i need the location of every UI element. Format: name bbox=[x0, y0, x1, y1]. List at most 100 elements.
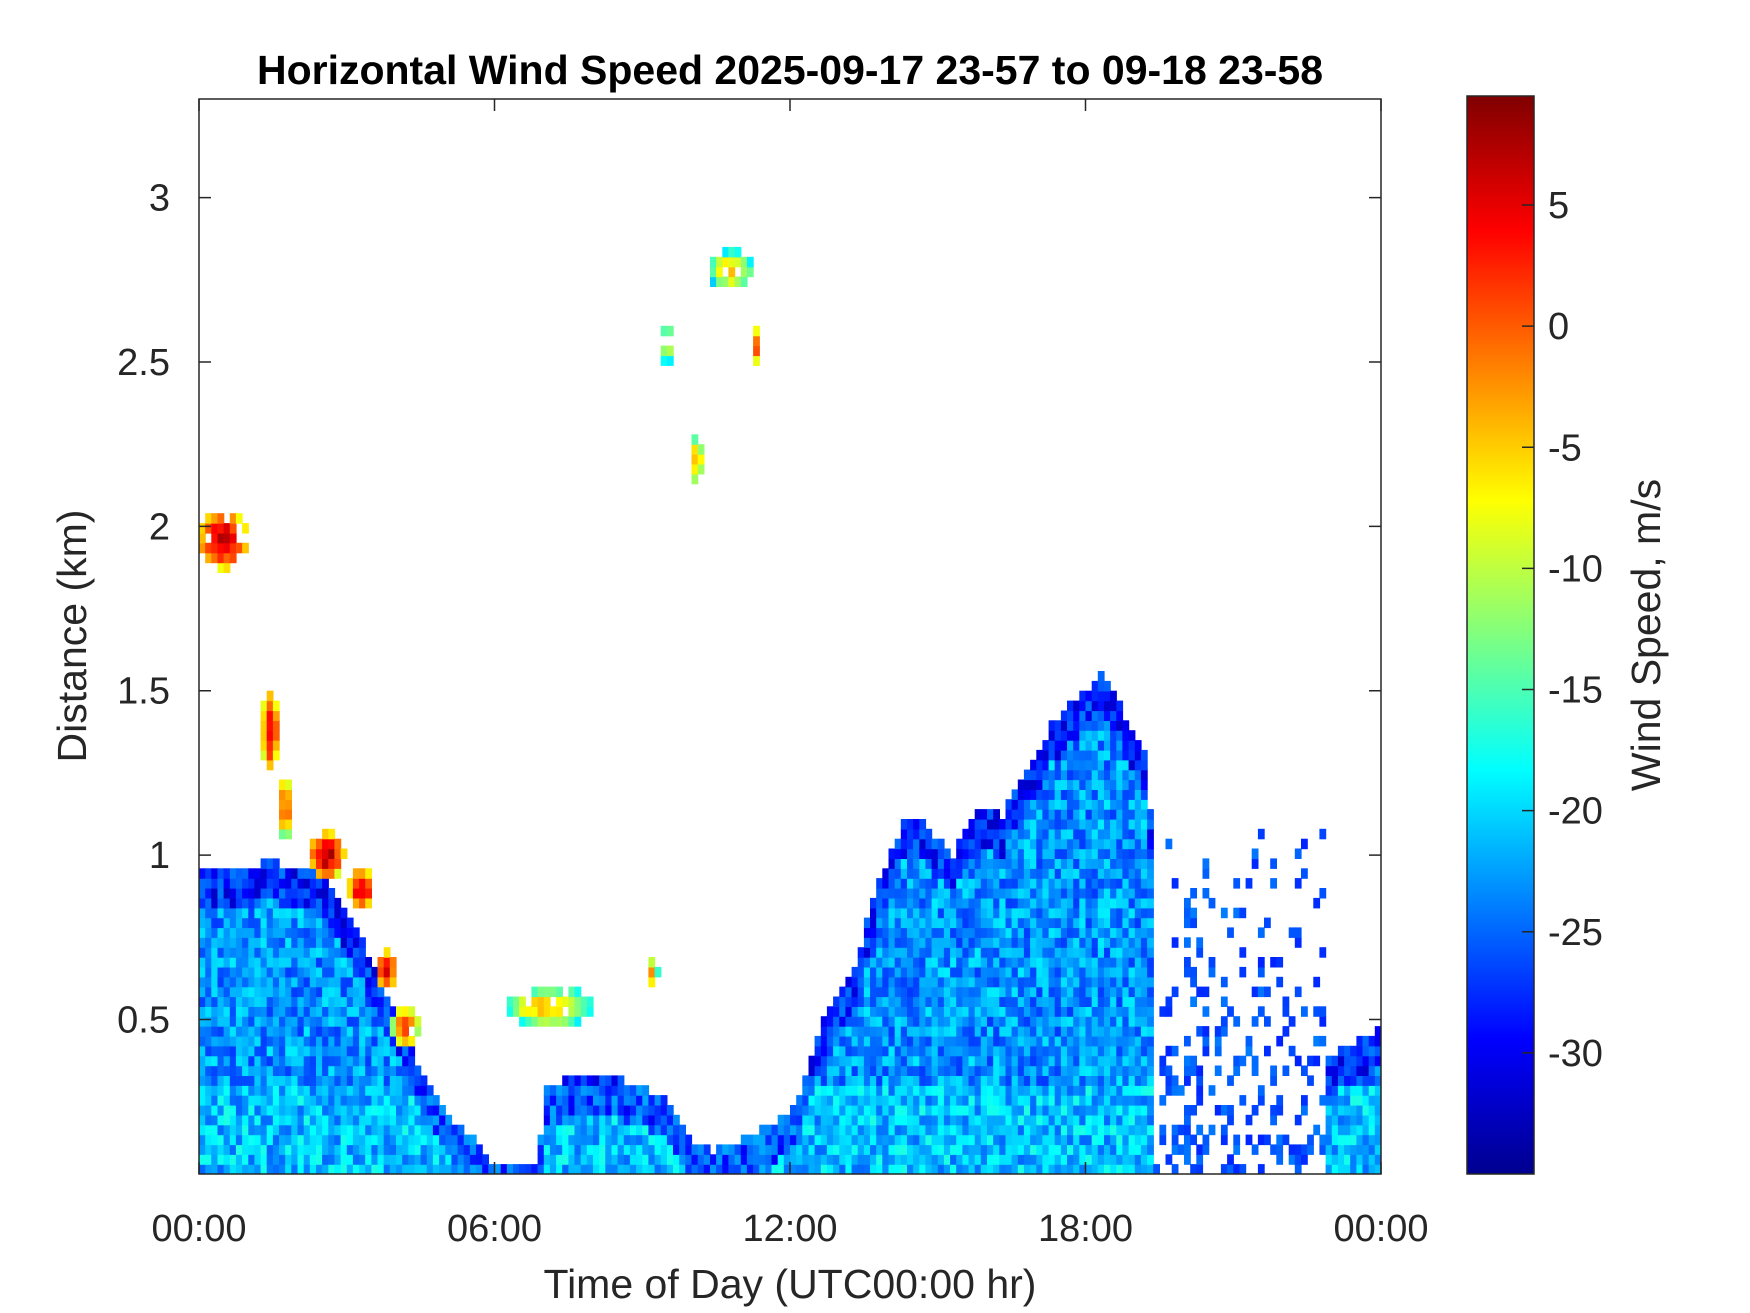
heat-cell bbox=[907, 1095, 914, 1106]
heat-cell bbox=[1036, 1006, 1044, 1017]
heat-cell bbox=[943, 1095, 951, 1106]
heat-cell bbox=[580, 1095, 588, 1106]
heat-cell bbox=[771, 1164, 779, 1174]
heat-cell bbox=[402, 1095, 409, 1106]
heat-cell bbox=[968, 828, 976, 840]
heat-cell bbox=[1054, 966, 1062, 978]
heat-cell bbox=[956, 986, 963, 998]
heat-cell bbox=[556, 1006, 563, 1017]
heat-cell bbox=[888, 848, 896, 859]
heat-cell bbox=[316, 1016, 323, 1027]
heat-cell bbox=[777, 1154, 785, 1165]
heat-cell bbox=[1085, 976, 1093, 988]
heat-cell bbox=[1060, 848, 1068, 859]
heat-cell bbox=[993, 907, 1000, 919]
heat-cell bbox=[962, 1095, 970, 1106]
heat-cell bbox=[1214, 1035, 1222, 1047]
heat-cell bbox=[962, 937, 970, 948]
heat-cell bbox=[900, 1114, 908, 1126]
heat-cell bbox=[334, 937, 342, 948]
heat-cell bbox=[260, 1134, 268, 1146]
heat-cell bbox=[1374, 1035, 1381, 1047]
heat-cell bbox=[562, 1075, 569, 1086]
heat-cell bbox=[377, 1105, 385, 1116]
heat-cell bbox=[746, 1134, 754, 1146]
heat-cell bbox=[839, 1026, 847, 1037]
heat-cell bbox=[574, 1154, 582, 1165]
heat-cell bbox=[771, 1144, 779, 1155]
heat-cell bbox=[1017, 1055, 1025, 1067]
heat-cell bbox=[900, 1164, 908, 1174]
heat-cell bbox=[254, 907, 262, 919]
heat-cell bbox=[925, 1144, 933, 1155]
heat-cell bbox=[1067, 1026, 1074, 1037]
heat-cell bbox=[1356, 1144, 1364, 1155]
heat-cell bbox=[833, 1085, 840, 1096]
heat-cell bbox=[1030, 907, 1037, 919]
heat-cell bbox=[408, 1085, 416, 1096]
heat-cell bbox=[205, 947, 212, 958]
heat-cell bbox=[426, 1164, 434, 1174]
heat-cell bbox=[685, 1154, 693, 1165]
heat-cell bbox=[987, 986, 994, 998]
heat-cell bbox=[882, 996, 890, 1007]
heat-cell bbox=[279, 1154, 286, 1165]
heat-cell bbox=[1005, 917, 1013, 929]
heat-cell bbox=[568, 1016, 576, 1027]
heat-cell bbox=[1184, 1124, 1191, 1136]
heat-cell bbox=[316, 1075, 323, 1086]
heat-cell bbox=[629, 1085, 637, 1096]
heat-cell bbox=[1030, 1035, 1037, 1047]
heat-cell bbox=[586, 1006, 594, 1017]
heat-cell bbox=[1325, 1124, 1333, 1136]
heat-cell bbox=[1134, 1016, 1142, 1027]
heat-cell bbox=[260, 1114, 268, 1126]
heat-cell bbox=[913, 1065, 920, 1076]
heat-cell bbox=[734, 276, 742, 287]
heat-cell bbox=[931, 848, 939, 859]
chart-title: Horizontal Wind Speed 2025-09-17 23-57 t… bbox=[257, 47, 1323, 93]
x-axis-label: Time of Day (UTC00:00 hr) bbox=[544, 1261, 1037, 1307]
heat-cell bbox=[1073, 1016, 1080, 1027]
heat-cell bbox=[254, 917, 262, 929]
heat-cell bbox=[1079, 1105, 1087, 1116]
heat-cell bbox=[285, 1095, 292, 1106]
heat-cell bbox=[285, 1144, 292, 1155]
heat-cell bbox=[1104, 937, 1111, 948]
heat-cell bbox=[211, 1065, 219, 1076]
heat-cell bbox=[272, 966, 280, 978]
heat-cell bbox=[1023, 1026, 1031, 1037]
heat-cell bbox=[1091, 680, 1099, 692]
heat-cell bbox=[297, 1085, 305, 1096]
heat-cell bbox=[316, 897, 323, 909]
heat-cell bbox=[777, 1164, 785, 1174]
heat-cell bbox=[623, 1164, 631, 1174]
heat-cell bbox=[352, 1075, 360, 1086]
heat-cell bbox=[1288, 1144, 1296, 1155]
heat-cell bbox=[352, 1164, 360, 1174]
heat-cell bbox=[1128, 1164, 1136, 1174]
heat-cell bbox=[888, 1035, 896, 1047]
heat-cell bbox=[352, 927, 360, 938]
heat-cell bbox=[1023, 1075, 1031, 1086]
heat-cell bbox=[820, 1075, 828, 1086]
heat-cell bbox=[1104, 976, 1111, 988]
heat-cell bbox=[1374, 1055, 1381, 1067]
heat-cell bbox=[808, 1095, 816, 1106]
heat-cell bbox=[907, 828, 914, 840]
heat-cell bbox=[562, 1154, 569, 1165]
heat-cell bbox=[1085, 1016, 1093, 1027]
heat-cell bbox=[734, 1164, 742, 1174]
heat-cell bbox=[1325, 1114, 1333, 1126]
heat-cell bbox=[1048, 1154, 1056, 1165]
heat-cell bbox=[943, 1144, 951, 1155]
heat-cell bbox=[1301, 1144, 1308, 1155]
heat-cell bbox=[1023, 878, 1031, 889]
heat-cell bbox=[900, 878, 908, 889]
heat-cell bbox=[980, 1085, 988, 1096]
heat-cell bbox=[242, 1006, 249, 1017]
heat-cell bbox=[974, 868, 982, 879]
heat-cell bbox=[820, 1065, 828, 1076]
heat-cell bbox=[691, 434, 699, 445]
colorbar-tick-label: -15 bbox=[1548, 670, 1603, 712]
